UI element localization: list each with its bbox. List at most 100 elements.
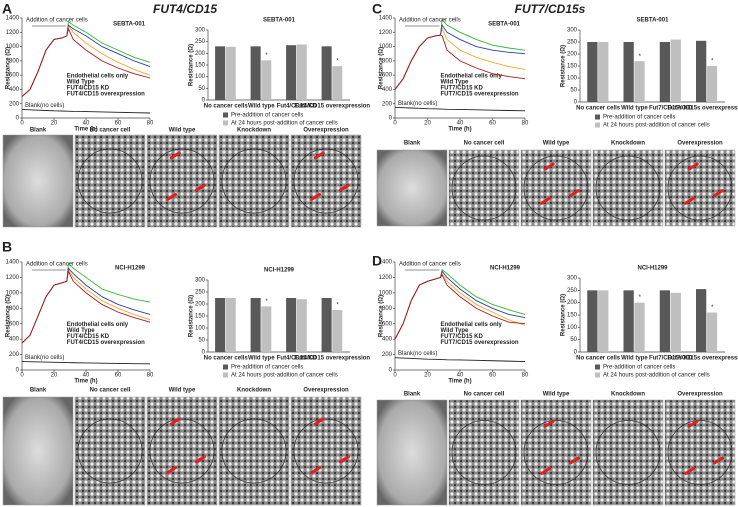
y-tick-label: 1000 xyxy=(6,44,20,50)
significance-mark: * xyxy=(265,53,268,59)
x-axis-label: Time (h) xyxy=(74,127,97,133)
x-tick-label: No cancer cells xyxy=(576,356,621,362)
x-tick-label: Fut4/CD15 overexpression xyxy=(294,104,370,110)
well-outline xyxy=(149,418,215,484)
significance-mark: * xyxy=(711,305,714,311)
y-tick-label: 150 xyxy=(567,313,578,319)
red-arrow xyxy=(712,189,724,198)
annotation: Addition of cancer cells xyxy=(26,18,88,24)
image-label: Overexpression xyxy=(677,141,723,147)
legend-label: Pre-addition of cancer cells xyxy=(231,113,303,119)
y-tick-label: 800 xyxy=(382,306,393,312)
chart-title: SEBTA-001 xyxy=(488,22,521,28)
well-outline xyxy=(293,418,359,484)
red-arrow xyxy=(543,419,555,428)
x-tick-label: 0 xyxy=(20,373,24,379)
well-outline xyxy=(451,420,517,485)
red-arrow xyxy=(169,417,181,426)
panel-letter: D xyxy=(372,253,382,269)
x-tick-label: 0 xyxy=(20,121,24,127)
well-outline xyxy=(77,148,143,214)
y-tick-label: 300 xyxy=(567,28,578,34)
x-tick-label: 40 xyxy=(83,373,90,379)
red-arrow xyxy=(310,466,322,475)
well-outline xyxy=(149,148,215,214)
series-line xyxy=(394,274,526,340)
x-tick-label: No cancer cells xyxy=(576,106,621,112)
bar xyxy=(286,298,297,352)
bar xyxy=(696,40,707,102)
legend-swatch xyxy=(223,364,228,370)
y-tick-label: 50 xyxy=(198,86,205,92)
chart-title: NCI-H1299 xyxy=(264,268,295,274)
red-arrow xyxy=(313,151,325,160)
legend-label: Endothelial cells only xyxy=(67,74,129,80)
x-tick-label: No cancer cells xyxy=(204,104,249,110)
x-tick-label: 80 xyxy=(147,373,154,379)
y-tick-label: 1000 xyxy=(379,290,393,296)
y-tick-label: 100 xyxy=(567,325,578,331)
red-arrow xyxy=(169,151,181,160)
legend-swatch xyxy=(595,114,600,120)
y-tick-label: 0 xyxy=(389,368,393,374)
bar xyxy=(623,42,634,102)
red-arrow xyxy=(687,419,699,428)
x-tick-label: Fut7/CD15s KD xyxy=(649,106,693,112)
y-tick-label: 200 xyxy=(195,302,206,308)
y-tick-label: 300 xyxy=(195,278,206,284)
well-outline xyxy=(451,155,517,221)
image-label: Overexpression xyxy=(303,128,349,134)
legend-label: Pre-addition of cancer cells xyxy=(231,365,303,371)
red-arrow xyxy=(338,455,350,464)
chart-title: SEBTA-001 xyxy=(637,18,670,24)
bar xyxy=(706,66,718,102)
red-arrow xyxy=(338,183,350,192)
y-tick-label: 800 xyxy=(9,306,20,312)
panel-title: FUT7/CD15s xyxy=(515,2,586,16)
legend-label: Wild Type xyxy=(67,80,95,86)
image-label: Wild type xyxy=(169,388,196,394)
image-label: No cancer cell xyxy=(464,392,505,398)
annotation: Addition of cancer cells xyxy=(399,18,461,24)
image-label: Knockdown xyxy=(237,388,271,394)
y-tick-label: 600 xyxy=(9,321,20,327)
y-tick-label: 200 xyxy=(382,101,393,107)
y-tick-label: 800 xyxy=(9,58,20,64)
micrograph xyxy=(664,149,736,227)
bar xyxy=(598,290,609,352)
y-tick-label: 1000 xyxy=(379,44,393,50)
y-tick-label: 600 xyxy=(9,73,20,79)
x-tick-label: Fut4/CD15 KD xyxy=(277,356,318,362)
y-tick-label: 400 xyxy=(9,337,20,343)
x-axis-label: Time (h) xyxy=(448,379,471,385)
bar xyxy=(587,42,598,102)
bar xyxy=(225,298,236,352)
bar xyxy=(250,298,261,352)
series-line xyxy=(21,269,151,344)
legend-label: At 24 hours post-addition of cancer cell… xyxy=(231,373,338,379)
bar xyxy=(659,42,671,102)
micrograph xyxy=(2,396,74,506)
x-tick-label: 60 xyxy=(489,121,496,127)
x-tick-label: Fut4/CD15 KD xyxy=(277,104,318,110)
micrograph xyxy=(74,396,146,506)
y-tick-label: 200 xyxy=(567,300,578,306)
legend-label: Wild Type xyxy=(441,328,469,334)
legend-swatch xyxy=(223,372,228,378)
red-arrow xyxy=(568,189,580,198)
bar xyxy=(332,66,343,100)
image-label: Wild type xyxy=(169,128,196,134)
y-tick-label: 400 xyxy=(382,87,393,93)
image-label: No cancer cell xyxy=(90,388,131,394)
y-tick-label: 200 xyxy=(9,101,20,107)
x-tick-label: Fut7/CD15s overexpression xyxy=(667,106,738,112)
y-tick-label: 100 xyxy=(567,76,578,82)
bar xyxy=(296,44,307,100)
y-tick-label: 1200 xyxy=(6,30,20,36)
micrograph xyxy=(592,149,664,227)
image-label: Overexpression xyxy=(677,392,723,398)
y-tick-label: 150 xyxy=(195,63,206,69)
line-label: Blank(no cells) xyxy=(25,103,64,109)
y-tick-label: 0 xyxy=(16,368,20,374)
